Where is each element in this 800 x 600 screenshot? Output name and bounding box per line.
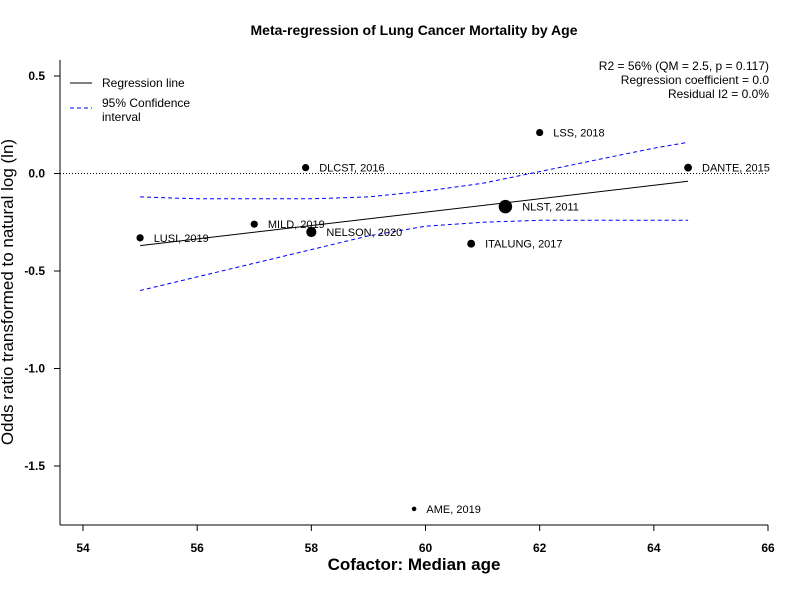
x-axis-label: Cofactor: Median age [328,555,501,574]
data-point-label: MILD, 2019 [268,219,325,231]
ci-lower-line [139,219,689,291]
data-point-label: LSS, 2018 [553,128,604,140]
data-point-label: ITALUNG, 2017 [485,239,562,251]
axes [59,60,768,526]
y-ticks: 0.5 0.0 -0.5 -1.0 -1.5 [24,69,60,473]
y-tick-label: -0.5 [24,264,45,278]
data-point [411,506,417,512]
x-tick-label: 62 [533,541,547,555]
stats-box: R2 = 56% (QM = 2.5, p = 0.117) Regressio… [599,59,770,101]
data-point [306,226,317,238]
x-tick-label: 56 [190,541,204,555]
data-point-label: DLCST, 2016 [319,163,384,175]
data-point [136,234,144,242]
stats-residual: Residual I2 = 0.0% [668,87,769,101]
ci-upper-line [140,141,689,200]
x-tick-label: 58 [305,541,319,555]
data-point [250,220,258,228]
data-point-label: NELSON, 2020 [326,227,402,239]
legend-ci-label-line2: interval [102,110,141,124]
legend-ci-label-line1: 95% Confidence [102,96,190,110]
stats-r2: R2 = 56% (QM = 2.5, p = 0.117) [599,59,769,73]
data-point [467,239,476,248]
x-tick-label: 64 [647,541,661,555]
data-point [536,128,544,137]
data-point [302,164,310,172]
legend: Regression line 95% Confidence interval [70,76,190,124]
chart-title: Meta-regression of Lung Cancer Mortality… [251,22,578,38]
data-point-label: DANTE, 2015 [702,163,770,175]
data-point-labels: LUSI, 2019 MILD, 2019 DLCST, 2016 NELSON, 2… [154,128,770,516]
y-tick-label: 0.5 [28,69,45,83]
x-ticks: 54 56 58 60 62 64 66 [76,525,775,555]
data-point [684,163,693,172]
y-tick-label: 0.0 [28,167,45,181]
x-tick-label: 60 [419,541,433,555]
data-point-label: NLST, 2011 [522,202,579,214]
y-tick-label: -1.5 [24,459,45,473]
x-tick-label: 66 [761,541,775,555]
data-point [498,199,513,214]
data-point-label: AME, 2019 [426,504,480,516]
regression-line [140,180,689,247]
stats-coefficient: Regression coefficient = 0.0 [621,73,770,87]
y-axis-label: Odds ratio transformed to natural log (l… [0,139,17,445]
x-tick-label: 54 [76,541,90,555]
legend-regression-label: Regression line [102,76,185,90]
data-point-label: LUSI, 2019 [154,233,209,245]
y-tick-label: -1.0 [24,362,45,376]
data-points [136,128,693,512]
